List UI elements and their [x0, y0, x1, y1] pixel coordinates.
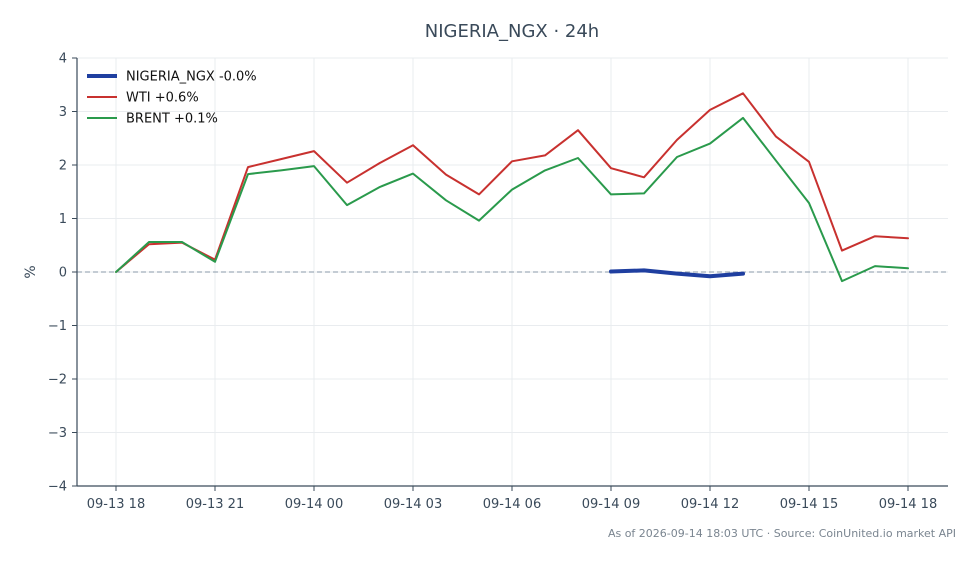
- y-axis-label: %: [23, 265, 39, 278]
- series-line-brent: [115, 116, 909, 283]
- x-tick-label: 09-14 06: [483, 497, 541, 512]
- legend: NIGERIA_NGX -0.0% WTI +0.6% BRENT +0.1%: [87, 70, 257, 127]
- legend-label: NIGERIA_NGX -0.0%: [126, 70, 257, 85]
- y-tick-label: 2: [59, 159, 67, 174]
- series-line-nigeria-ngx: [609, 268, 745, 279]
- x-tick-label: 09-14 09: [582, 497, 640, 512]
- grid-layer: [77, 57, 948, 487]
- x-tick-label: 09-14 00: [285, 497, 343, 512]
- x-tick-label: 09-14 18: [879, 497, 937, 512]
- y-tick-label: 3: [59, 105, 67, 120]
- legend-label: WTI +0.6%: [126, 91, 199, 106]
- x-tick-label: 09-13 21: [186, 497, 244, 512]
- y-tick-label: 0: [59, 266, 67, 281]
- ticks-layer: 4 3 2 1 0 −1 −2 −3 −4 09-13 18 09-13 21 09-14 00 09-…: [48, 52, 937, 513]
- y-tick-label: 1: [59, 212, 67, 227]
- y-tick-label: −2: [48, 373, 67, 388]
- chart-title: NIGERIA_NGX · 24h: [425, 21, 599, 42]
- y-tick-label: −3: [48, 426, 67, 441]
- footer-source: As of 2026-09-14 18:03 UTC · Source: Coi…: [608, 527, 956, 540]
- series-line-wti: [115, 92, 909, 273]
- legend-label: BRENT +0.1%: [126, 112, 218, 127]
- x-tick-label: 09-14 03: [384, 497, 442, 512]
- x-tick-label: 09-13 18: [87, 497, 145, 512]
- series-layer: [115, 92, 909, 283]
- x-tick-label: 09-14 12: [681, 497, 739, 512]
- x-tick-label: 09-14 15: [780, 497, 838, 512]
- y-tick-label: 4: [59, 52, 67, 67]
- y-tick-label: −1: [48, 319, 67, 334]
- y-tick-label: −4: [48, 480, 67, 495]
